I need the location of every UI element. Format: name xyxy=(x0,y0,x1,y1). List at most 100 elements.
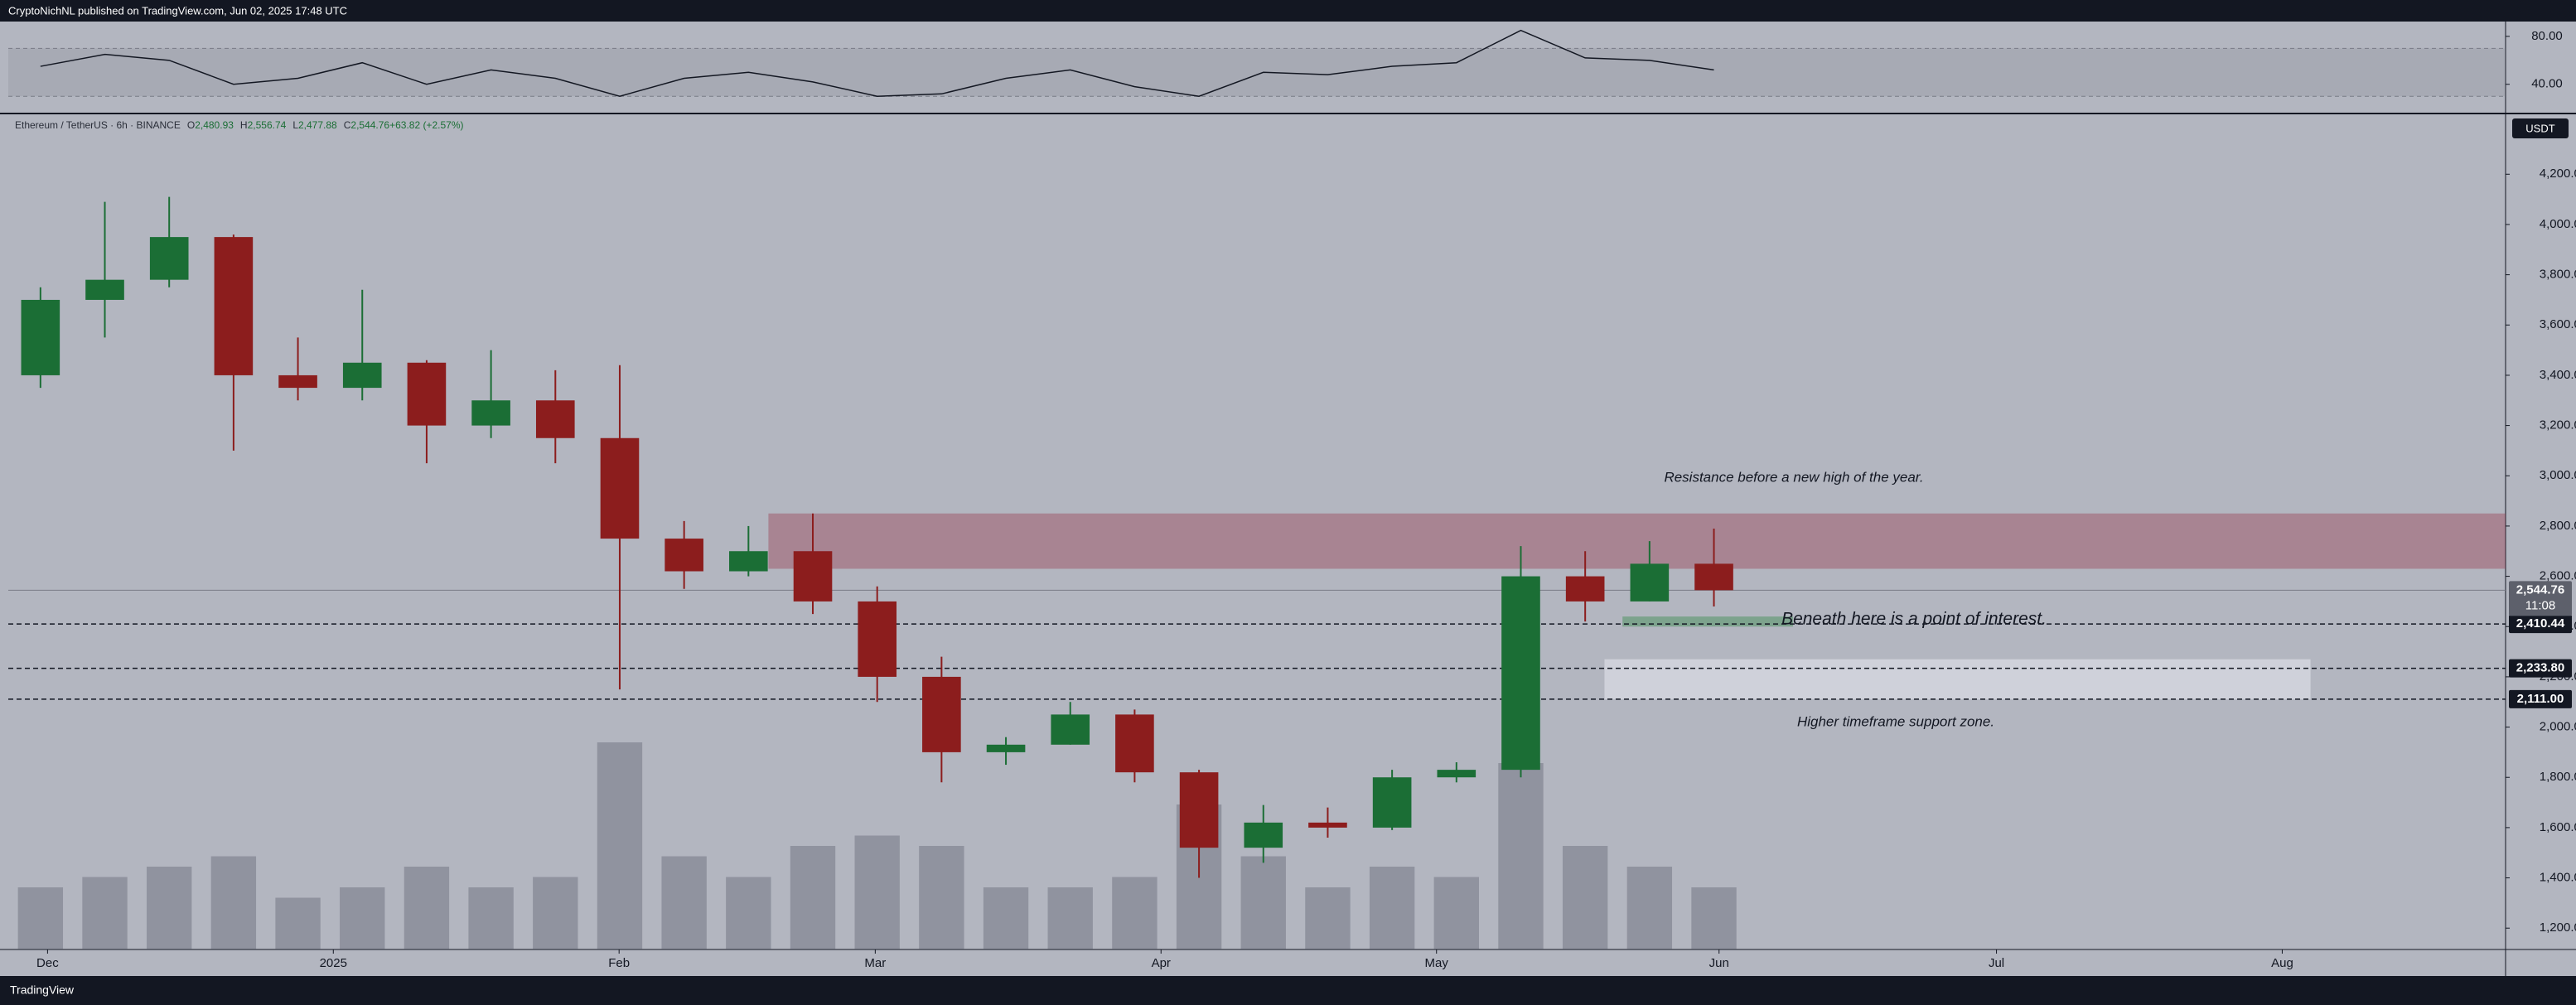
volume-bar xyxy=(404,867,450,949)
level-label: 2,111.00 xyxy=(2517,692,2564,706)
x-tick-label: Apr xyxy=(1152,956,1171,970)
annotation: Resistance before a new high of the year… xyxy=(1664,469,1923,485)
y-tick-label: 2,600.00 xyxy=(2540,569,2576,583)
legend-key: H xyxy=(240,119,248,131)
candle-body xyxy=(858,601,897,677)
footer: TradingView xyxy=(10,983,75,997)
candle-body xyxy=(85,279,124,300)
candle-body xyxy=(214,237,254,375)
x-tick-label: Dec xyxy=(36,956,59,970)
legend-symbol: Ethereum / TetherUS · 6h · BINANCE xyxy=(15,119,181,131)
candle-body xyxy=(471,400,510,426)
level-label: 2,410.44 xyxy=(2516,616,2565,631)
y-tick-label: 1,800.00 xyxy=(2540,770,2576,784)
level-box xyxy=(2509,659,2572,678)
volume-bar xyxy=(468,887,514,949)
annotation: Beneath here is a point of interest. xyxy=(1781,610,2047,629)
volume-bar xyxy=(1626,867,1673,949)
y-tick-label: 4,200.00 xyxy=(2540,167,2576,181)
header: CryptoNichNL published on TradingView.co… xyxy=(8,4,347,17)
volume-bar xyxy=(533,877,578,949)
volume-bar xyxy=(1691,887,1737,949)
y-tick-label: 2,800.00 xyxy=(2540,519,2576,533)
rsi-line xyxy=(40,29,1714,97)
volume-bar xyxy=(661,856,707,949)
candle-body xyxy=(1244,822,1283,848)
legend: Ethereum / TetherUS · 6h · BINANCE O2,480… xyxy=(15,119,464,131)
footer-bar xyxy=(0,976,2576,1005)
volume-bar xyxy=(340,887,385,949)
volume-bar xyxy=(1112,877,1158,949)
volume-bar xyxy=(597,742,643,949)
volume-bar xyxy=(1240,856,1286,949)
x-tick-label: 2025 xyxy=(320,956,347,970)
candle-body xyxy=(729,551,768,572)
level-box xyxy=(2509,615,2572,634)
y-tick-label: 3,200.00 xyxy=(2540,418,2576,432)
candle-body xyxy=(1565,576,1605,602)
volume-bar xyxy=(210,856,257,949)
x-tick-label: Aug xyxy=(2271,956,2293,970)
x-tick-label: Jul xyxy=(1989,956,2004,970)
zone xyxy=(1604,659,2311,700)
x-tick-label: Jun xyxy=(1709,956,1729,970)
y-tick-label: 3,000.00 xyxy=(2540,468,2576,482)
zone xyxy=(1622,616,1794,627)
annotation: Higher timeframe support zone. xyxy=(1797,713,1994,729)
legend-value: 2,477.88 xyxy=(298,119,337,131)
currency: USDT xyxy=(2525,122,2554,134)
y-tick-label: 1,600.00 xyxy=(2540,820,2576,834)
volume-bar xyxy=(1305,887,1351,949)
volume-bar xyxy=(1562,846,1608,949)
legend-value: 2,480.93 xyxy=(195,119,234,131)
candle-body xyxy=(922,676,961,752)
volume-bar xyxy=(983,887,1029,949)
candle-body xyxy=(1308,822,1347,828)
y-tick-label: 1,400.00 xyxy=(2540,871,2576,885)
candle-body xyxy=(600,437,640,539)
candle-body xyxy=(1694,563,1733,591)
x-tick-label: Feb xyxy=(608,956,630,970)
rsi-tick-label: 80.00 xyxy=(2531,29,2563,43)
last-price-box xyxy=(2509,581,2572,616)
volume-bar xyxy=(82,877,128,949)
currency-box xyxy=(2512,118,2569,138)
y-tick-label: 1,200.00 xyxy=(2540,920,2576,935)
volume-bar xyxy=(275,897,321,949)
volume-bar xyxy=(1498,763,1544,949)
countdown: 11:08 xyxy=(2525,598,2555,612)
legend-key: L xyxy=(292,119,298,131)
legend-key: C xyxy=(344,119,351,131)
legend-key: O xyxy=(187,119,195,131)
candle-body xyxy=(1372,777,1412,828)
volume-bar xyxy=(790,846,836,949)
candle-body xyxy=(1051,714,1090,745)
volume-bar xyxy=(854,835,900,949)
candle-body xyxy=(21,299,60,375)
candle-body xyxy=(278,374,317,389)
volume-bar xyxy=(726,877,771,949)
candle-body xyxy=(665,539,703,572)
volume-bar xyxy=(147,867,192,949)
last-price-label: 2,544.76 xyxy=(2516,582,2564,597)
legend-value: 2,544.76 xyxy=(350,119,389,131)
y-tick-label: 2,000.00 xyxy=(2540,720,2576,734)
candle-body xyxy=(342,362,382,389)
y-tick-label: 3,600.00 xyxy=(2540,317,2576,331)
volume-bar xyxy=(1047,887,1093,949)
level-box xyxy=(2509,689,2572,708)
zone xyxy=(768,513,2506,569)
volume-bar xyxy=(1433,877,1479,949)
y-tick-label: 4,000.00 xyxy=(2540,217,2576,231)
y-tick-label: 3,400.00 xyxy=(2540,368,2576,382)
level-label: 2,233.80 xyxy=(2516,661,2564,675)
candle-body xyxy=(1115,714,1154,773)
header-bar xyxy=(0,0,2576,22)
candle-body xyxy=(149,237,189,280)
volume-bar xyxy=(919,846,964,949)
x-tick-label: May xyxy=(1425,956,1449,970)
candle-body xyxy=(407,362,447,426)
candle-body xyxy=(1179,772,1219,848)
